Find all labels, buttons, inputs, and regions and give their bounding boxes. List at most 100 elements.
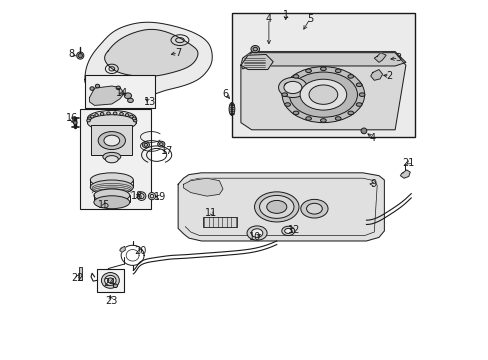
- Text: 24: 24: [103, 278, 116, 288]
- Ellipse shape: [90, 180, 133, 194]
- Text: 2: 2: [386, 71, 392, 81]
- Text: 11: 11: [205, 208, 217, 218]
- Ellipse shape: [105, 156, 118, 163]
- Ellipse shape: [90, 87, 94, 90]
- Ellipse shape: [120, 113, 123, 116]
- Ellipse shape: [281, 226, 294, 235]
- Ellipse shape: [78, 53, 82, 58]
- Ellipse shape: [228, 103, 234, 116]
- Ellipse shape: [132, 117, 136, 120]
- Text: 7: 7: [175, 48, 181, 58]
- Ellipse shape: [278, 77, 306, 98]
- Ellipse shape: [300, 199, 327, 218]
- Polygon shape: [370, 69, 382, 80]
- Ellipse shape: [129, 115, 133, 118]
- Ellipse shape: [284, 83, 290, 86]
- Text: 20: 20: [134, 246, 146, 256]
- Ellipse shape: [158, 141, 164, 147]
- Text: 21: 21: [402, 158, 414, 168]
- Ellipse shape: [102, 152, 121, 161]
- Ellipse shape: [104, 135, 120, 146]
- Ellipse shape: [94, 196, 129, 209]
- Ellipse shape: [320, 67, 325, 71]
- Ellipse shape: [347, 75, 353, 78]
- Ellipse shape: [106, 112, 110, 115]
- Text: 4: 4: [265, 14, 271, 24]
- Polygon shape: [241, 53, 405, 130]
- Text: 13: 13: [144, 97, 156, 107]
- Ellipse shape: [94, 189, 129, 202]
- Ellipse shape: [125, 114, 129, 117]
- Ellipse shape: [284, 81, 301, 94]
- Text: 5: 5: [306, 14, 313, 24]
- Ellipse shape: [292, 111, 298, 115]
- Ellipse shape: [87, 115, 136, 131]
- Ellipse shape: [98, 132, 125, 149]
- Text: 1: 1: [282, 10, 288, 20]
- Ellipse shape: [77, 52, 83, 59]
- Ellipse shape: [305, 69, 311, 73]
- Text: 22: 22: [71, 273, 83, 283]
- Text: 3: 3: [395, 53, 401, 63]
- Ellipse shape: [251, 229, 262, 237]
- Ellipse shape: [284, 228, 291, 233]
- Polygon shape: [89, 86, 124, 105]
- Ellipse shape: [335, 117, 341, 120]
- Ellipse shape: [133, 119, 137, 122]
- Polygon shape: [104, 30, 198, 76]
- Ellipse shape: [90, 115, 94, 118]
- Polygon shape: [241, 54, 273, 69]
- Polygon shape: [241, 51, 405, 69]
- Text: 17: 17: [161, 145, 173, 156]
- Text: 15: 15: [98, 200, 110, 210]
- Text: 19: 19: [154, 192, 166, 202]
- Polygon shape: [400, 170, 409, 178]
- Bar: [80, 109, 151, 209]
- Ellipse shape: [284, 103, 290, 106]
- Text: 4: 4: [369, 133, 375, 143]
- Ellipse shape: [124, 93, 131, 99]
- Text: 14: 14: [116, 88, 128, 98]
- Ellipse shape: [250, 45, 259, 53]
- Ellipse shape: [306, 203, 322, 214]
- Ellipse shape: [142, 142, 149, 148]
- Ellipse shape: [292, 75, 298, 78]
- Ellipse shape: [95, 114, 98, 117]
- Ellipse shape: [347, 111, 353, 115]
- Ellipse shape: [360, 128, 366, 134]
- Ellipse shape: [104, 275, 116, 285]
- Polygon shape: [84, 22, 212, 95]
- Ellipse shape: [113, 284, 117, 288]
- Ellipse shape: [259, 195, 293, 219]
- Bar: [91, 126, 132, 155]
- Ellipse shape: [359, 93, 364, 96]
- Ellipse shape: [73, 121, 77, 125]
- Polygon shape: [373, 53, 386, 62]
- Text: 12: 12: [287, 225, 300, 235]
- Text: 23: 23: [105, 296, 117, 306]
- Ellipse shape: [107, 278, 113, 283]
- Text: 16: 16: [65, 113, 78, 123]
- Ellipse shape: [300, 79, 346, 110]
- Ellipse shape: [305, 117, 311, 120]
- Bar: [79, 267, 81, 280]
- Bar: [97, 269, 123, 292]
- Ellipse shape: [289, 72, 357, 117]
- Polygon shape: [178, 173, 384, 241]
- Ellipse shape: [254, 192, 298, 222]
- Ellipse shape: [308, 85, 337, 104]
- Text: 6: 6: [222, 89, 228, 99]
- Ellipse shape: [101, 273, 119, 288]
- Ellipse shape: [87, 117, 91, 120]
- Bar: [231, 13, 414, 137]
- Bar: [85, 75, 155, 108]
- Text: 18: 18: [130, 191, 143, 201]
- Polygon shape: [120, 246, 125, 252]
- Ellipse shape: [87, 111, 136, 126]
- Ellipse shape: [266, 201, 286, 213]
- Ellipse shape: [116, 86, 120, 90]
- Ellipse shape: [100, 113, 104, 116]
- Ellipse shape: [137, 192, 145, 201]
- Ellipse shape: [95, 84, 100, 88]
- Ellipse shape: [90, 173, 133, 187]
